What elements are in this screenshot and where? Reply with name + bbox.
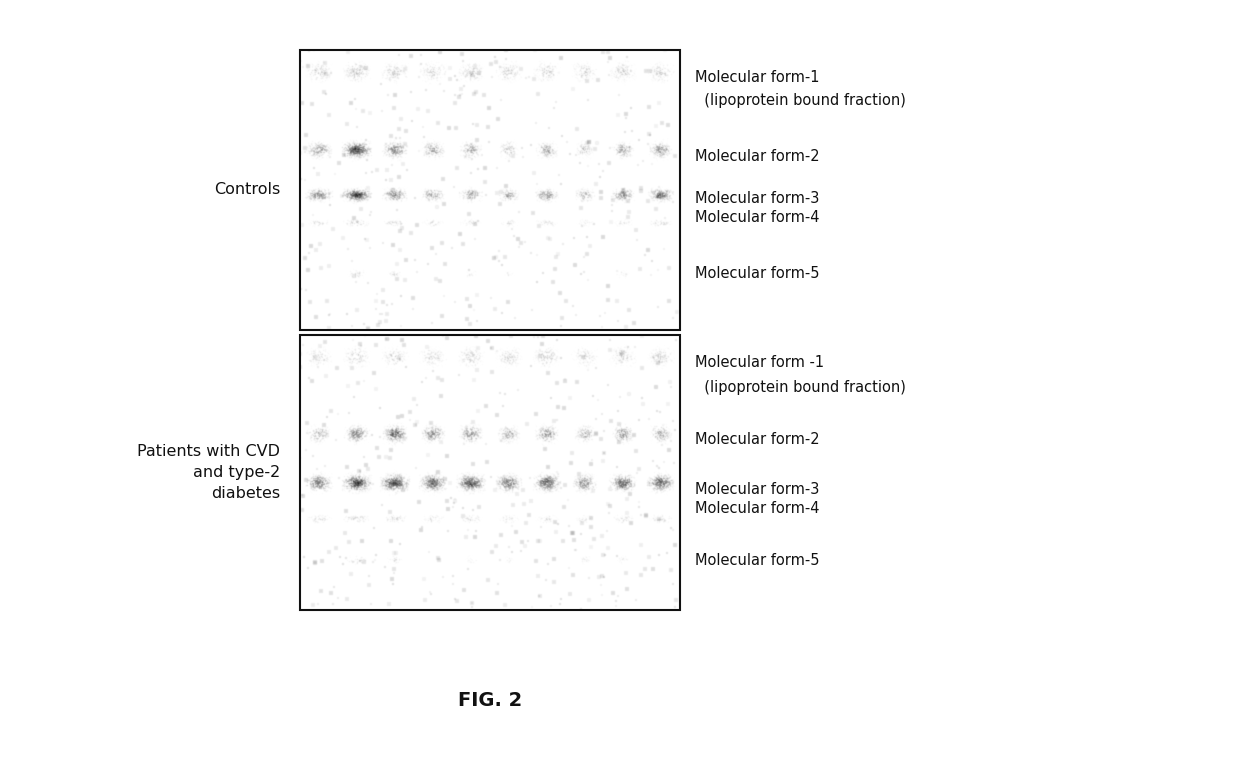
Text: (lipoprotein bound fraction): (lipoprotein bound fraction) <box>694 93 906 108</box>
Bar <box>300 335 680 610</box>
Text: Controls: Controls <box>213 182 280 198</box>
Text: FIG. 2: FIG. 2 <box>458 691 522 710</box>
Text: Molecular form-5: Molecular form-5 <box>694 553 820 568</box>
Text: Molecular form-1: Molecular form-1 <box>694 70 820 85</box>
Text: Molecular form-4: Molecular form-4 <box>694 211 820 226</box>
Bar <box>300 50 680 330</box>
Text: Molecular form-3: Molecular form-3 <box>694 481 820 497</box>
Text: (lipoprotein bound fraction): (lipoprotein bound fraction) <box>694 380 906 394</box>
Text: Patients with CVD
and type-2
diabetes: Patients with CVD and type-2 diabetes <box>136 444 280 501</box>
Text: Molecular form-2: Molecular form-2 <box>694 432 820 447</box>
Text: Molecular form-5: Molecular form-5 <box>694 266 820 282</box>
Text: Molecular form -1: Molecular form -1 <box>694 355 825 370</box>
Text: Molecular form-3: Molecular form-3 <box>694 191 820 206</box>
Text: Molecular form-4: Molecular form-4 <box>694 501 820 516</box>
Text: Molecular form-2: Molecular form-2 <box>694 149 820 164</box>
